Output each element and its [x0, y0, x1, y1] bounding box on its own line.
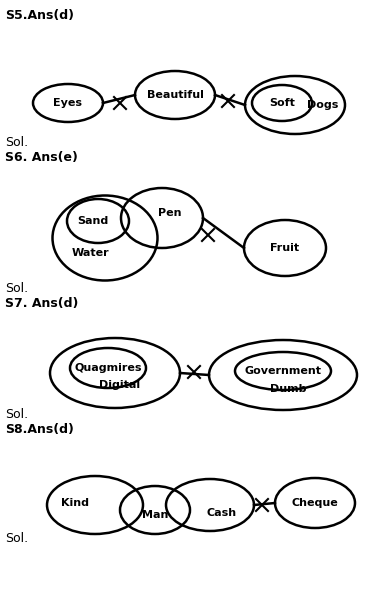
Text: Man: Man — [142, 510, 168, 520]
Text: Water: Water — [71, 248, 109, 258]
Text: Eyes: Eyes — [54, 98, 83, 108]
Text: Sand: Sand — [77, 216, 108, 226]
Text: Quagmires: Quagmires — [74, 363, 142, 373]
Text: Digital: Digital — [99, 380, 141, 390]
Text: S7. Ans(d): S7. Ans(d) — [5, 296, 78, 310]
Text: Government: Government — [245, 366, 321, 376]
Text: S8.Ans(d): S8.Ans(d) — [5, 423, 74, 436]
Text: Sol.: Sol. — [5, 409, 28, 422]
Text: S6. Ans(e): S6. Ans(e) — [5, 151, 78, 164]
Text: Kind: Kind — [61, 498, 89, 508]
Text: Sol.: Sol. — [5, 136, 28, 149]
Text: Beautiful: Beautiful — [146, 90, 203, 100]
Text: Dogs: Dogs — [307, 100, 339, 110]
Text: Soft: Soft — [269, 98, 295, 108]
Text: Fruit: Fruit — [270, 243, 300, 253]
Text: Dumb: Dumb — [270, 384, 306, 394]
Text: Sol.: Sol. — [5, 531, 28, 544]
Text: Sol.: Sol. — [5, 282, 28, 295]
Text: S5.Ans(d): S5.Ans(d) — [5, 8, 74, 21]
Text: Cash: Cash — [207, 508, 237, 518]
Text: Cheque: Cheque — [292, 498, 338, 508]
Text: Pen: Pen — [158, 208, 182, 218]
